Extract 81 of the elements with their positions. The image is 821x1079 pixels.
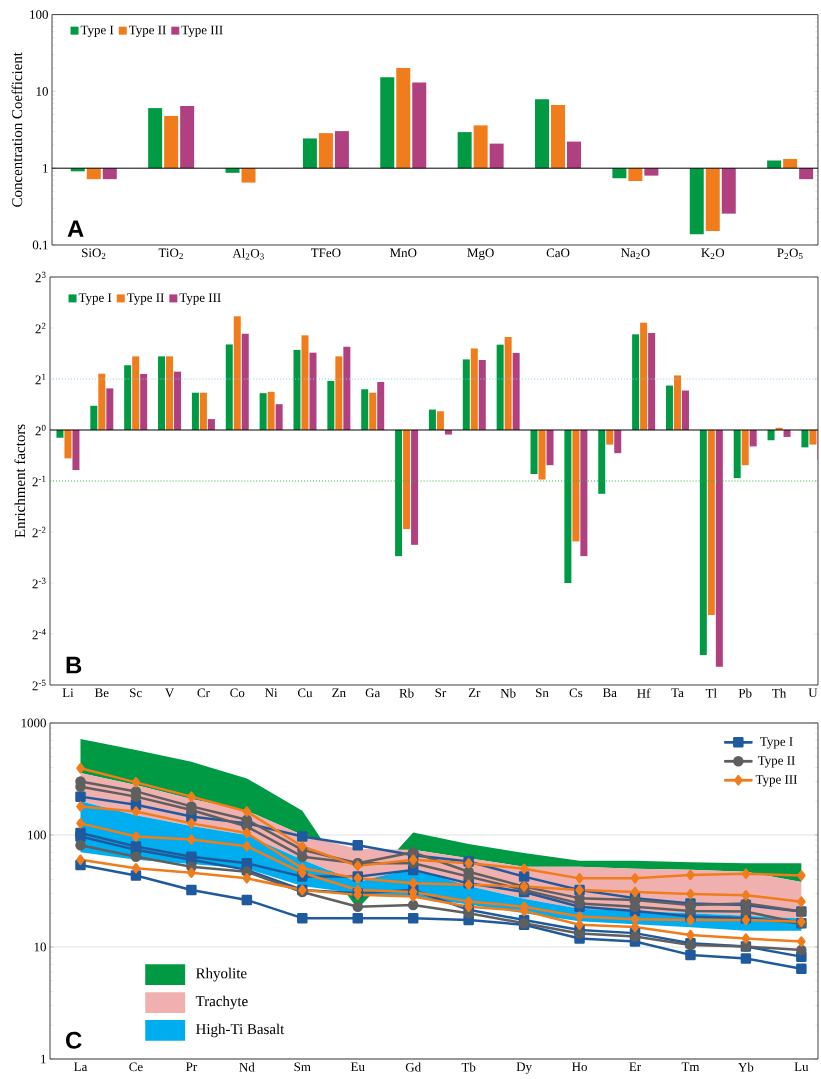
x-tick-label: Cs xyxy=(569,688,583,698)
annotation: A xyxy=(67,220,84,237)
x-tick-label: Ba xyxy=(602,688,617,698)
x-tick-label: Co xyxy=(230,688,245,698)
y-tick-label: 2$^{-3}$ xyxy=(32,577,46,589)
x-tick-label: Zr xyxy=(468,688,481,697)
legend-label: Type I xyxy=(80,25,114,37)
x-tick-label: U xyxy=(808,688,818,698)
x-tick-label: K$_{2}$O xyxy=(701,248,725,259)
x-tick-label: Na$_{2}$O xyxy=(621,248,650,259)
x-tick-label: Tm xyxy=(681,1062,700,1071)
x-tick-label: Rb xyxy=(399,688,414,698)
annotation: C xyxy=(66,1031,82,1049)
legend-label: Rhyolite xyxy=(196,967,247,982)
y-tick-label: 1000 xyxy=(21,718,47,728)
x-tick-label: Lu xyxy=(794,1062,809,1072)
x-tick-label: Yb xyxy=(738,1062,754,1072)
legend-label: Type III xyxy=(181,25,223,37)
y-tick-label: 100 xyxy=(30,10,49,19)
y-tick-label: 1 xyxy=(41,1054,46,1064)
legend-label: Type I xyxy=(78,293,112,305)
x-tick-label: Eu xyxy=(350,1062,365,1072)
x-tick-label: Ga xyxy=(365,688,381,698)
x-tick-label: Ho xyxy=(572,1062,588,1072)
x-tick-label: Tb xyxy=(461,1062,476,1072)
legend-label: Type III xyxy=(755,775,798,787)
y-tick-label: 2$^{2}$ xyxy=(35,322,46,334)
y-tick-label: 2$^{-5}$ xyxy=(32,679,46,691)
x-tick-label: TiO$_{2}$ xyxy=(158,248,183,259)
x-tick-label: Ce xyxy=(129,1062,143,1072)
x-tick-label: Th xyxy=(772,688,787,698)
legend-label: Type I xyxy=(760,737,793,749)
y-tick-label: 10 xyxy=(36,87,49,96)
x-tick-label: Al$_{2}$O$_{3}$ xyxy=(232,248,264,260)
legend-label: Type III xyxy=(179,293,221,305)
x-tick-label: La xyxy=(74,1062,88,1072)
x-tick-label: Sr xyxy=(435,688,447,698)
legend-label: Type II xyxy=(129,25,166,37)
x-tick-label: Pr xyxy=(186,1062,198,1071)
y-tick-label: 10 xyxy=(34,942,47,952)
legend-label: Trachyte xyxy=(195,995,248,1010)
x-tick-label: Gd xyxy=(405,1062,421,1072)
legend-label: Type II xyxy=(127,293,164,305)
x-tick-label: P$_{2}$O$_{5}$ xyxy=(777,248,803,259)
x-tick-label: SiO$_{2}$ xyxy=(82,248,106,259)
x-tick-label: Nd xyxy=(239,1062,255,1072)
x-tick-label: Sn xyxy=(536,688,549,698)
y-tick-label: 2$^{3}$ xyxy=(35,271,46,283)
x-tick-label: TFeO xyxy=(311,248,341,258)
legend-label: Type II xyxy=(758,756,795,768)
annotation: B xyxy=(66,656,82,674)
y-tick-label: 100 xyxy=(28,830,47,840)
x-tick-label: Er xyxy=(629,1062,642,1071)
x-tick-label: V xyxy=(165,688,175,698)
x-tick-label: Tl xyxy=(705,688,717,698)
x-tick-label: Hf xyxy=(637,688,651,698)
y-tick-label: 1 xyxy=(43,163,48,173)
x-tick-label: MgO xyxy=(467,248,494,260)
x-tick-label: CaO xyxy=(546,248,570,258)
x-tick-label: Sc xyxy=(130,688,142,698)
x-tick-label: Pb xyxy=(738,688,752,698)
y-tick-label: 2$^{-2}$ xyxy=(32,526,46,538)
y-tick-label: 2$^{-4}$ xyxy=(32,628,46,640)
x-tick-label: Nb xyxy=(500,688,516,698)
x-tick-label: Cu xyxy=(298,688,313,698)
x-tick-label: Be xyxy=(95,688,109,698)
y-tick-label: 2$^{0}$ xyxy=(35,424,46,436)
y-tick-label: 0.1 xyxy=(32,240,48,250)
y-tick-label: 2$^{1}$ xyxy=(35,373,46,385)
x-tick-label: Ta xyxy=(671,688,684,698)
y-tick-label: 2$^{-1}$ xyxy=(32,475,46,487)
x-tick-label: Dy xyxy=(516,1062,533,1074)
x-tick-label: Li xyxy=(62,688,74,698)
x-tick-label: Sm xyxy=(294,1062,311,1072)
y-axis-title: Concentration Coefficient xyxy=(11,52,23,207)
x-tick-label: Cr xyxy=(197,688,210,698)
y-axis-title: Enrichment factors xyxy=(14,424,26,538)
x-tick-label: Ni xyxy=(265,688,278,698)
x-tick-label: Zn xyxy=(332,688,346,697)
x-tick-label: MnO xyxy=(390,248,417,258)
legend-label: High-Ti Basalt xyxy=(196,1023,285,1038)
